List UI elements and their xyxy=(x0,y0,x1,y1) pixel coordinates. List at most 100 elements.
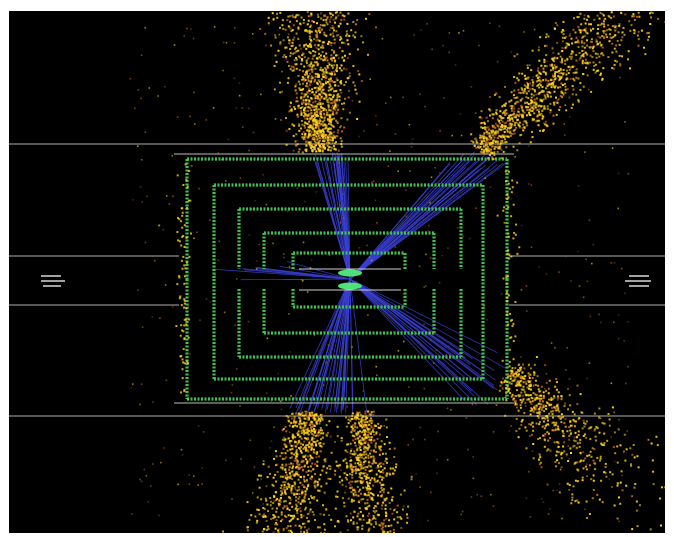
deposit-plume-up xyxy=(343,18,346,21)
deposit-plume-down-left xyxy=(309,443,312,446)
deposit-scatter xyxy=(188,474,190,476)
deposit-plume-up xyxy=(297,150,300,153)
deposit-plume-upper-right xyxy=(545,79,547,82)
deposit-plume-down-left xyxy=(266,476,269,479)
deposit-plume-upper-right xyxy=(637,44,640,47)
deposit-plume-up xyxy=(335,54,337,57)
deposit-plume-down xyxy=(372,430,375,433)
deposit-plume-upper-right xyxy=(565,77,568,80)
deposit-scatter xyxy=(227,138,230,141)
deposit-plume-upper-right xyxy=(540,112,543,115)
deposit-plume-lower-right xyxy=(558,428,561,431)
deposit-plume-down xyxy=(352,424,355,427)
track-line xyxy=(316,278,351,407)
deposit-plume-down-left xyxy=(294,436,297,439)
deposit-scatter xyxy=(617,337,620,340)
deposit-plume-up xyxy=(333,51,335,54)
deposit-plume-down-left xyxy=(319,444,322,447)
deposit-plume-down xyxy=(355,416,358,419)
deposit-plume-lower-right xyxy=(517,373,520,376)
deposit-plume-up xyxy=(284,46,287,49)
deposit-plume-down xyxy=(366,505,369,508)
deposit-plume-up xyxy=(347,12,350,15)
deposit-plume-lower-right xyxy=(530,367,532,370)
deposit-plume-lower-right xyxy=(545,382,548,384)
deposit-plume-up xyxy=(303,65,306,68)
deposit-plume-up xyxy=(305,122,308,125)
deposit-edge xyxy=(504,170,507,173)
deposit-plume-down xyxy=(336,464,339,467)
deposit-plume-down-left xyxy=(310,478,313,481)
deposit-plume-lower-right xyxy=(548,412,551,415)
deposit-plume-down xyxy=(354,491,357,494)
deposit-edge xyxy=(509,312,512,315)
deposit-plume-down xyxy=(369,488,372,491)
energy-deposits xyxy=(129,11,665,533)
deposit-edge xyxy=(507,206,510,209)
deposit-plume-down-left xyxy=(295,420,298,423)
deposit-plume-down-left xyxy=(319,427,322,430)
deposit-plume-down xyxy=(382,471,385,474)
deposit-plume-upper-right xyxy=(577,41,580,44)
deposit-plume-upper-right xyxy=(590,41,593,44)
deposit-plume-lower-right xyxy=(553,395,556,397)
deposit-plume-upper-right xyxy=(502,136,505,139)
deposit-plume-lower-right xyxy=(581,479,584,482)
deposit-plume-down-left xyxy=(299,476,302,478)
deposit-plume-lower-right xyxy=(590,478,593,481)
deposit-plume-lower-right xyxy=(573,439,576,442)
deposit-edge xyxy=(183,224,186,227)
deposit-plume-lower-right xyxy=(535,404,538,407)
deposit-plume-up xyxy=(332,134,335,137)
deposit-plume-down xyxy=(365,481,368,484)
deposit-scatter xyxy=(285,58,288,60)
deposit-plume-down-left xyxy=(275,522,277,525)
deposit-plume-upper-right xyxy=(512,94,515,97)
deposit-plume-down xyxy=(354,462,357,465)
deposit-plume-upper-right xyxy=(551,47,554,50)
deposit-plume-down-left xyxy=(322,465,325,468)
deposit-plume-down xyxy=(353,435,356,438)
deposit-scatter xyxy=(176,116,179,118)
deposit-plume-upper-right xyxy=(552,114,555,117)
deposit-plume-lower-right xyxy=(551,406,553,409)
deposit-plume-down xyxy=(391,496,394,498)
deposit-plume-down xyxy=(376,513,379,516)
deposit-scatter xyxy=(618,520,620,523)
deposit-plume-up xyxy=(314,114,317,116)
deposit-scatter xyxy=(586,463,588,465)
deposit-plume-up xyxy=(316,132,319,135)
deposit-plume-upper-right xyxy=(579,88,582,91)
deposit-plume-down xyxy=(360,419,363,422)
deposit-plume-down xyxy=(382,531,385,533)
deposit-plume-down xyxy=(381,526,384,529)
deposit-plume-down xyxy=(344,458,347,461)
deposit-plume-lower-right xyxy=(558,410,561,413)
deposit-plume-lower-right xyxy=(573,462,576,465)
deposit-plume-lower-right xyxy=(592,459,595,462)
deposit-plume-down-left xyxy=(304,410,307,413)
deposit-plume-up xyxy=(315,135,318,138)
deposit-plume-upper-right xyxy=(521,97,524,100)
deposit-plume-upper-right xyxy=(490,143,493,146)
deposit-plume-upper-right xyxy=(496,145,499,148)
deposit-plume-down-left xyxy=(290,440,293,442)
deposit-plume-up xyxy=(337,34,340,37)
deposit-plume-down-left xyxy=(285,527,288,530)
deposit-plume-down-left xyxy=(304,432,307,434)
deposit-plume-up xyxy=(335,98,338,101)
deposit-plume-lower-right xyxy=(531,433,534,436)
deposit-plume-up xyxy=(295,20,298,23)
deposit-plume-up xyxy=(283,54,286,57)
deposit-plume-upper-right xyxy=(590,23,592,26)
deposit-plume-up xyxy=(338,99,341,102)
deposit-scatter xyxy=(402,96,404,99)
deposit-plume-lower-right xyxy=(535,398,538,401)
deposit-plume-lower-right xyxy=(543,427,546,430)
deposit-plume-up xyxy=(343,126,346,129)
deposit-plume-down xyxy=(330,518,333,521)
deposit-plume-up xyxy=(301,103,303,105)
deposit-plume-lower-right xyxy=(529,388,532,391)
deposit-plume-lower-right xyxy=(525,447,528,450)
deposit-plume-down xyxy=(389,530,392,533)
